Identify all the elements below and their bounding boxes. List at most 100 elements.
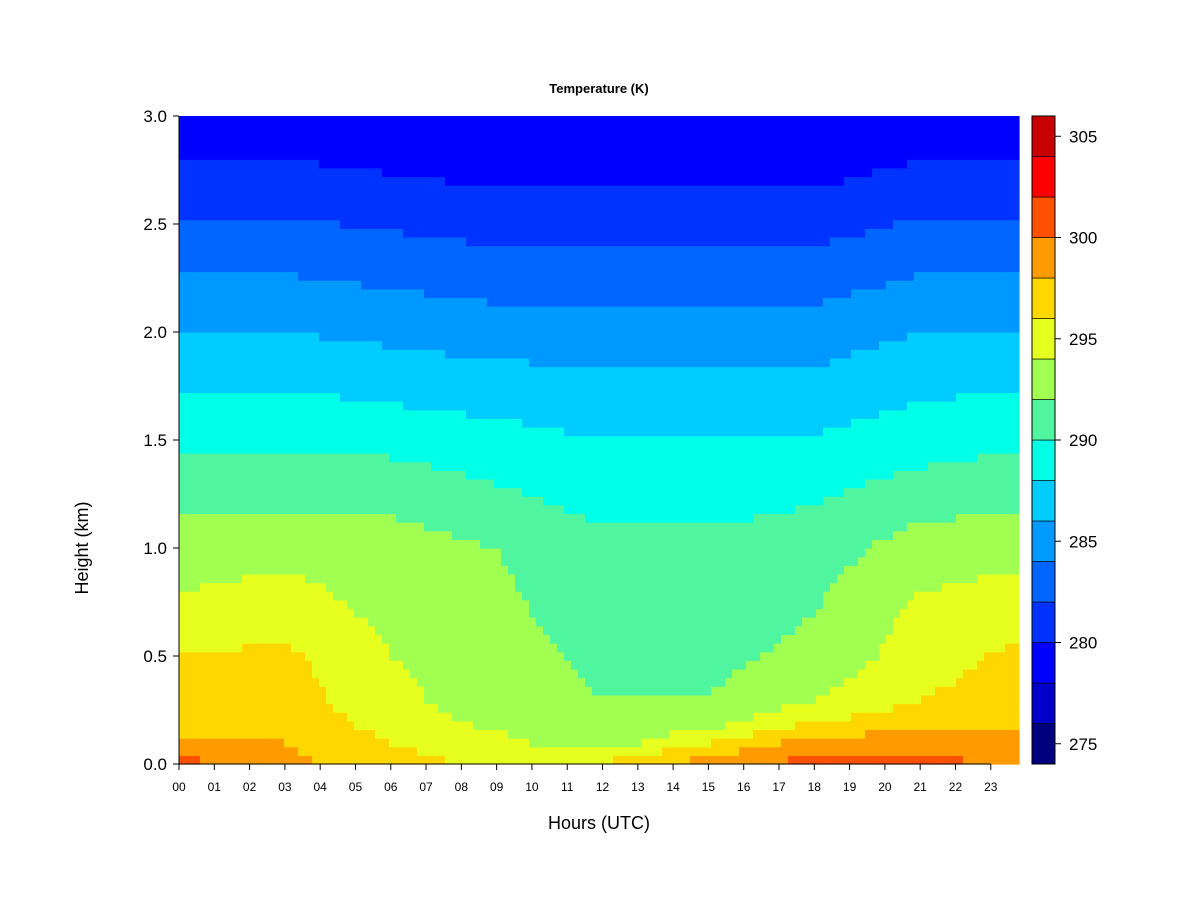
heatmap-cell <box>424 660 432 670</box>
heatmap-cell <box>347 176 355 186</box>
heatmap-cell <box>228 323 236 333</box>
heatmap-cell <box>207 340 215 350</box>
heatmap-cell <box>228 245 236 255</box>
heatmap-cell <box>256 116 264 126</box>
heatmap-cell <box>459 522 467 532</box>
heatmap-cell <box>354 332 362 342</box>
heatmap-cell <box>515 668 523 679</box>
heatmap-cell <box>242 332 250 342</box>
heatmap-cell <box>319 625 327 635</box>
heatmap-cell <box>298 349 306 359</box>
heatmap-cell <box>326 375 334 385</box>
heatmap-cell <box>508 427 516 437</box>
heatmap-cell <box>249 211 257 221</box>
heatmap-cell <box>214 668 222 679</box>
heatmap-cell <box>221 634 229 644</box>
heatmap-cell <box>417 686 425 696</box>
heatmap-cell <box>550 487 558 497</box>
heatmap-cell <box>452 660 460 670</box>
heatmap-cell <box>515 625 523 635</box>
heatmap-cell <box>473 694 481 705</box>
heatmap-cell <box>431 116 439 126</box>
heatmap-cell <box>228 668 236 679</box>
heatmap-cell <box>578 116 586 126</box>
heatmap-cell <box>529 617 537 627</box>
heatmap-cell <box>403 245 411 255</box>
heatmap-cell <box>228 418 236 428</box>
heatmap-cell <box>592 219 600 229</box>
heatmap-cell <box>529 591 537 601</box>
heatmap-cell <box>564 548 572 558</box>
heatmap-cell <box>536 625 544 635</box>
heatmap-cell <box>536 141 544 152</box>
heatmap-cell <box>396 738 404 748</box>
heatmap-cell <box>284 548 292 558</box>
heatmap-cell <box>340 720 348 731</box>
heatmap-cell <box>347 746 355 756</box>
heatmap-cell <box>368 116 376 126</box>
heatmap-cell <box>228 254 236 264</box>
heatmap-cell <box>571 694 579 705</box>
heatmap-cell <box>207 141 215 152</box>
heatmap-cell <box>361 418 369 428</box>
heatmap-cell <box>564 668 572 679</box>
heatmap-cell <box>445 677 453 687</box>
heatmap-cell <box>319 556 327 566</box>
heatmap-cell <box>564 729 572 739</box>
heatmap-cell <box>641 452 649 463</box>
heatmap-cell <box>424 539 432 549</box>
heatmap-cell <box>557 167 565 178</box>
heatmap-cell <box>508 340 516 350</box>
heatmap-cell <box>410 660 418 670</box>
heatmap-cell <box>326 185 334 195</box>
heatmap-cell <box>543 668 551 679</box>
heatmap-cell <box>585 340 593 350</box>
heatmap-cell <box>291 651 299 661</box>
heatmap-cell <box>536 228 544 238</box>
heatmap-cell <box>410 496 418 506</box>
heatmap-cell <box>487 522 495 532</box>
heatmap-cell <box>417 124 425 134</box>
heatmap-cell <box>431 306 439 316</box>
heatmap-cell <box>508 522 516 532</box>
heatmap-cell <box>368 703 376 713</box>
heatmap-cell <box>508 556 516 566</box>
heatmap-cell <box>578 582 586 592</box>
heatmap-cell <box>249 582 257 592</box>
heatmap-cell <box>515 539 523 549</box>
heatmap-cell <box>403 288 411 299</box>
heatmap-cell <box>627 582 635 592</box>
heatmap-cell <box>480 193 488 203</box>
heatmap-cell <box>522 254 530 264</box>
heatmap-cell <box>459 116 467 126</box>
heatmap-cell <box>389 582 397 592</box>
heatmap-cell <box>277 288 285 299</box>
heatmap-cell <box>599 660 607 670</box>
heatmap-cell <box>641 634 649 644</box>
heatmap-cell <box>235 530 243 540</box>
heatmap-cell <box>473 565 481 575</box>
heatmap-cell <box>333 219 341 229</box>
heatmap-cell <box>571 176 579 186</box>
heatmap-cell <box>200 573 208 584</box>
heatmap-cell <box>333 703 341 713</box>
heatmap-cell <box>361 262 369 273</box>
heatmap-cell <box>536 444 544 454</box>
heatmap-cell <box>620 306 628 316</box>
heatmap-cell <box>571 591 579 601</box>
heatmap-cell <box>221 297 229 307</box>
heatmap-cell <box>214 504 222 515</box>
heatmap-cell <box>599 332 607 342</box>
heatmap-cell <box>515 357 523 368</box>
heatmap-cell <box>613 591 621 601</box>
heatmap-cell <box>634 470 642 480</box>
heatmap-cell <box>522 383 530 394</box>
heatmap-cell <box>438 116 446 126</box>
heatmap-cell <box>431 478 439 489</box>
heatmap-cell <box>529 211 537 221</box>
heatmap-cell <box>235 167 243 178</box>
heatmap-cell <box>564 141 572 152</box>
heatmap-cell <box>291 565 299 575</box>
heatmap-cell <box>543 332 551 342</box>
heatmap-cell <box>417 280 425 290</box>
